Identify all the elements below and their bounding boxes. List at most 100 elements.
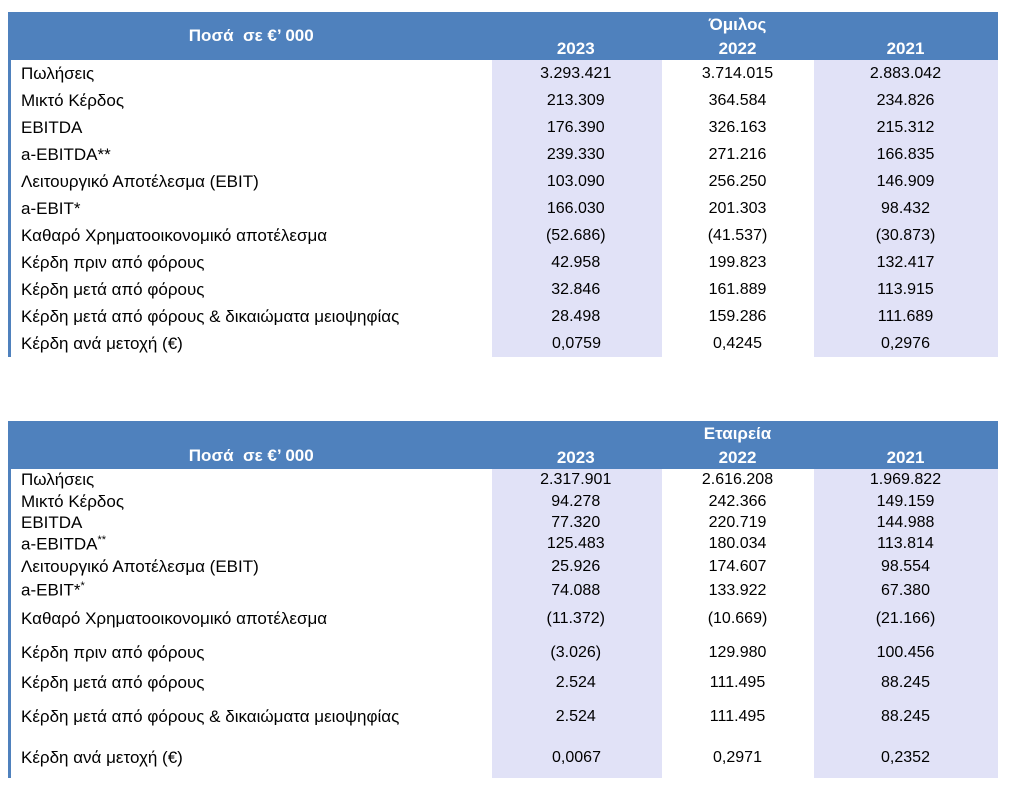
amounts-unit-header: Ποσά σε €’ 000 bbox=[9, 421, 492, 469]
value-cell-2023: (3.026) bbox=[491, 636, 662, 669]
row-label: a-EBIT** bbox=[9, 579, 492, 602]
group-table-header: Ποσά σε €’ 000 Όμιλος 2023 2022 2021 bbox=[9, 12, 998, 60]
value-cell-2023: 32.846 bbox=[491, 276, 662, 303]
group-financials-table: Ποσά σε €’ 000 Όμιλος 2023 2022 2021 Πωλ… bbox=[8, 12, 999, 357]
row-label-superscript: * bbox=[80, 580, 85, 593]
value-cell-2022: 256.250 bbox=[661, 168, 814, 195]
row-label-text: Κέρδη μετά από φόρους bbox=[21, 279, 205, 299]
value-cell-2022: 199.823 bbox=[661, 249, 814, 276]
amounts-unit-label: Ποσά σε €’ 000 bbox=[188, 446, 314, 465]
value-cell-2022: 220.719 bbox=[661, 512, 814, 533]
row-label-text: a-EBITDA** bbox=[21, 144, 111, 164]
value-cell-2021: 113.915 bbox=[813, 276, 998, 303]
table-row: a-EBITDA** 125.483 180.034 113.814 bbox=[9, 533, 998, 555]
amounts-unit-header: Ποσά σε €’ 000 bbox=[9, 12, 492, 60]
table-row: Λειτουργικό Αποτέλεσμα (EBIT) 25.926 174.6… bbox=[9, 555, 998, 579]
row-label-superscript: ** bbox=[97, 533, 107, 546]
row-label: Κέρδη μετά από φόρους bbox=[9, 669, 492, 697]
row-label-text: a-EBIT* bbox=[21, 580, 81, 600]
row-label: Κέρδη πριν από φόρους bbox=[9, 636, 492, 669]
row-label-text: a-EBITDA bbox=[21, 534, 98, 554]
value-cell-2023: 77.320 bbox=[491, 512, 662, 533]
value-cell-2023: 3.293.421 bbox=[491, 60, 662, 87]
year-header-2022: 2022 bbox=[661, 37, 814, 60]
value-cell-2023: 2.524 bbox=[491, 697, 662, 737]
row-label: Λειτουργικό Αποτέλεσμα (EBIT) bbox=[9, 555, 492, 579]
value-cell-2021: 215.312 bbox=[813, 114, 998, 141]
row-label: Καθαρό Χρηματοοικονομικό αποτέλεσμα bbox=[9, 222, 492, 249]
value-cell-2021: 111.689 bbox=[813, 303, 998, 330]
row-label-text: Κέρδη μετά από φόρους & δικαιώματα μειοψ… bbox=[21, 306, 400, 326]
value-cell-2023: 28.498 bbox=[491, 303, 662, 330]
value-cell-2022: 3.714.015 bbox=[661, 60, 814, 87]
value-cell-2023: 213.309 bbox=[491, 87, 662, 114]
row-label: Κέρδη πριν από φόρους bbox=[9, 249, 492, 276]
year-header-2022: 2022 bbox=[661, 446, 814, 469]
row-label-text: Καθαρό Χρηματοοικονομικό αποτέλεσμα bbox=[21, 609, 328, 628]
value-cell-2022: 364.584 bbox=[661, 87, 814, 114]
row-label-text: Πωλήσεις bbox=[21, 470, 95, 489]
value-cell-2023: (52.686) bbox=[491, 222, 662, 249]
row-label: a-EBITDA** bbox=[9, 533, 492, 555]
value-cell-2021: 2.883.042 bbox=[813, 60, 998, 87]
value-cell-2022: 159.286 bbox=[661, 303, 814, 330]
row-label-text: a-EBIT* bbox=[21, 198, 81, 218]
table-row: a-EBIT** 74.088 133.922 67.380 bbox=[9, 579, 998, 602]
value-cell-2023: 0,0067 bbox=[491, 737, 662, 778]
table-row: a-EBITDA** 239.330 271.216 166.835 bbox=[9, 141, 998, 168]
table-row: Κέρδη ανά μετοχή (€) 0,0067 0,2971 0,2352 bbox=[9, 737, 998, 778]
value-cell-2022: 0,4245 bbox=[661, 330, 814, 357]
row-label-text: Κέρδη πριν από φόρους bbox=[21, 252, 205, 272]
value-cell-2021: (30.873) bbox=[813, 222, 998, 249]
table-row: a-EBIT* 166.030 201.303 98.432 bbox=[9, 195, 998, 222]
table-row: Καθαρό Χρηματοοικονομικό αποτέλεσμα (52.6… bbox=[9, 222, 998, 249]
value-cell-2022: 133.922 bbox=[661, 579, 814, 602]
value-cell-2023: 42.958 bbox=[491, 249, 662, 276]
header-spacer bbox=[813, 12, 998, 37]
table-row: Καθαρό Χρηματοοικονομικό αποτέλεσμα (11.3… bbox=[9, 602, 998, 636]
company-scope-header: Εταιρεία bbox=[661, 421, 814, 446]
row-label: Καθαρό Χρηματοοικονομικό αποτέλεσμα bbox=[9, 602, 492, 636]
header-spacer bbox=[491, 12, 662, 37]
table-row: EBITDA 77.320 220.719 144.988 bbox=[9, 512, 998, 533]
value-cell-2023: 125.483 bbox=[491, 533, 662, 555]
row-label-text: Λειτουργικό Αποτέλεσμα (EBIT) bbox=[21, 171, 259, 191]
table-row: Μικτό Κέρδος 94.278 242.366 149.159 bbox=[9, 491, 998, 512]
value-cell-2022: 2.616.208 bbox=[661, 469, 814, 491]
row-label: a-EBIT* bbox=[9, 195, 492, 222]
row-label-text: Κέρδη πριν από φόρους bbox=[21, 642, 205, 662]
value-cell-2021: 0,2976 bbox=[813, 330, 998, 357]
value-cell-2022: 326.163 bbox=[661, 114, 814, 141]
row-label-text: Πωλήσεις bbox=[21, 63, 95, 83]
value-cell-2022: 242.366 bbox=[661, 491, 814, 512]
row-label: a-EBITDA** bbox=[9, 141, 492, 168]
year-header-2021: 2021 bbox=[813, 37, 998, 60]
value-cell-2022: (10.669) bbox=[661, 602, 814, 636]
row-label: Κέρδη μετά από φόρους & δικαιώματα μειοψ… bbox=[9, 697, 492, 737]
table-row: Κέρδη μετά από φόρους & δικαιώματα μειοψ… bbox=[9, 303, 998, 330]
value-cell-2023: 2.317.901 bbox=[491, 469, 662, 491]
table-row: Κέρδη πριν από φόρους 42.958 199.823 132.41… bbox=[9, 249, 998, 276]
value-cell-2022: 0,2971 bbox=[661, 737, 814, 778]
value-cell-2022: 111.495 bbox=[661, 669, 814, 697]
group-scope-header: Όμιλος bbox=[661, 12, 814, 37]
table-row: Λειτουργικό Αποτέλεσμα (EBIT) 103.090 256.… bbox=[9, 168, 998, 195]
row-label-text: Λειτουργικό Αποτέλεσμα (EBIT) bbox=[21, 557, 259, 576]
row-label: Κέρδη μετά από φόρους & δικαιώματα μειοψ… bbox=[9, 303, 492, 330]
value-cell-2022: 201.303 bbox=[661, 195, 814, 222]
amounts-unit-label: Ποσά σε €’ 000 bbox=[188, 26, 314, 45]
table-row: Κέρδη μετά από φόρους 32.846 161.889 113.91… bbox=[9, 276, 998, 303]
table-row: Πωλήσεις 3.293.421 3.714.015 2.883.042 bbox=[9, 60, 998, 87]
value-cell-2022: 174.607 bbox=[661, 555, 814, 579]
value-cell-2021: 88.245 bbox=[813, 697, 998, 737]
value-cell-2021: 1.969.822 bbox=[813, 469, 998, 491]
value-cell-2023: (11.372) bbox=[491, 602, 662, 636]
value-cell-2023: 103.090 bbox=[491, 168, 662, 195]
value-cell-2021: 166.835 bbox=[813, 141, 998, 168]
table-row: Μικτό Κέρδος 213.309 364.584 234.826 bbox=[9, 87, 998, 114]
row-label: EBITDA bbox=[9, 512, 492, 533]
company-table-header: Ποσά σε €’ 000 Εταιρεία 2023 2022 2021 bbox=[9, 421, 998, 469]
row-label: Κέρδη μετά από φόρους bbox=[9, 276, 492, 303]
row-label-text: EBITDA bbox=[21, 512, 83, 532]
